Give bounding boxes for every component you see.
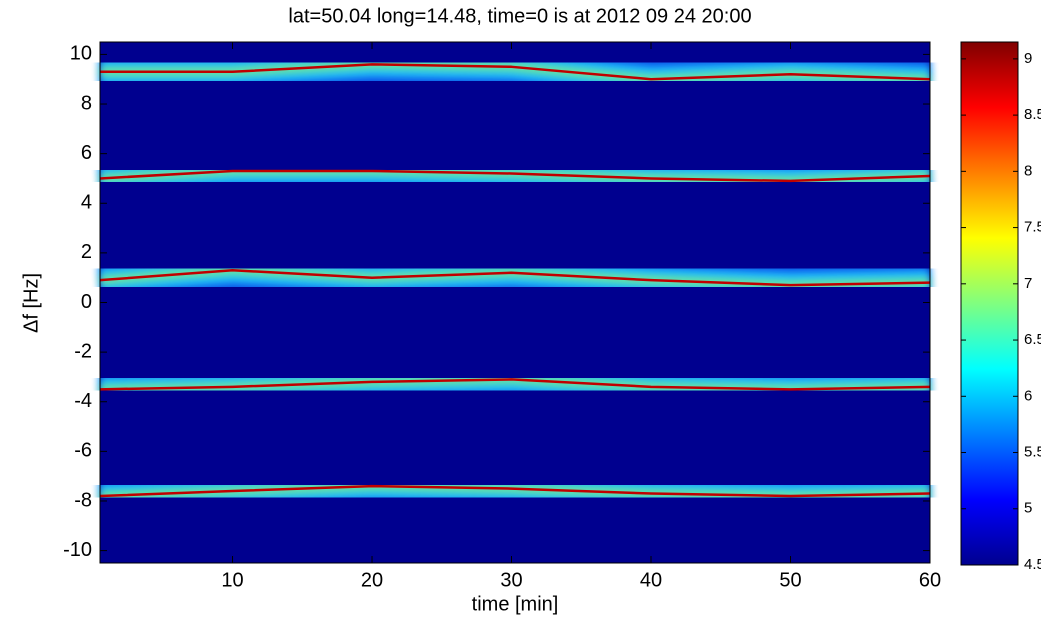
y-tick-label: 2	[81, 241, 92, 263]
x-axis-label: time [min]	[472, 593, 559, 615]
y-tick-label: 4	[81, 192, 92, 214]
colorbar-tick-label: 5	[1024, 500, 1032, 517]
chart-title: lat=50.04 long=14.48, time=0 is at 2012 …	[288, 5, 751, 27]
x-tick-label: 60	[919, 569, 941, 591]
plot-area	[98, 40, 931, 521]
y-axis-label: Δf [Hz]	[20, 273, 42, 333]
x-tick-label: 10	[221, 569, 243, 591]
colorbar-tick-label: 6	[1024, 387, 1032, 404]
y-tick-label: -8	[74, 489, 92, 511]
track-line	[100, 63, 931, 81]
track-line	[99, 378, 931, 391]
colorbar-tick-label: 9	[1024, 50, 1032, 67]
colorbar-tick-label: 8.5	[1024, 106, 1041, 123]
y-tick-label: -10	[63, 539, 92, 561]
y-tick-label: 10	[70, 43, 92, 65]
y-tick-label: 0	[81, 291, 92, 313]
track-line	[99, 484, 931, 498]
colorbar-tick-label: 7	[1024, 275, 1032, 292]
y-tick-label: -4	[74, 390, 92, 412]
y-tick-label: -2	[74, 340, 92, 362]
y-tick-label: -6	[74, 440, 92, 462]
y-tick-label: 8	[81, 92, 92, 114]
colorbar-tick-label: 8	[1024, 162, 1032, 179]
colorbar-tick-label: 4.5	[1024, 556, 1041, 573]
x-tick-label: 50	[779, 569, 801, 591]
colorbar-tick-label: 5.5	[1024, 443, 1041, 460]
x-tick-label: 30	[500, 569, 522, 591]
x-tick-label: 20	[361, 569, 383, 591]
x-tick-label: 40	[640, 569, 662, 591]
colorbar-tick-label: 7.5	[1024, 219, 1041, 236]
colorbar-tick-label: 6.5	[1024, 331, 1041, 348]
track-line	[99, 169, 931, 183]
track-line	[99, 268, 931, 287]
colorbar	[960, 41, 1019, 566]
y-tick-label: 6	[81, 142, 92, 164]
